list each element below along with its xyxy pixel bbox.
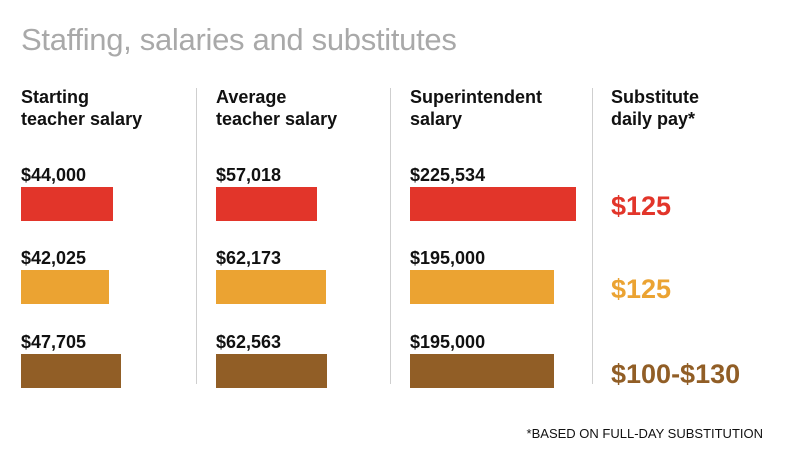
average-salary-bar <box>216 354 327 388</box>
superintendent-salary-value-label: $195,000 <box>410 332 486 352</box>
substitute-pay-header: Substitute daily pay* <box>611 87 699 129</box>
footnote: *BASED ON FULL-DAY SUBSTITUTION <box>526 426 763 441</box>
chart-title: Staffing, salaries and substitutes <box>21 22 457 57</box>
substitute-pay-value: $125 <box>611 191 672 221</box>
superintendent-salary-bar <box>410 354 554 388</box>
superintendent-salary-bar <box>410 187 576 221</box>
column-divider <box>196 88 197 384</box>
substitute-pay-value: $100-$130 <box>611 359 741 389</box>
average-salary-value-label: $62,173 <box>216 248 282 268</box>
starting-salary-bar <box>21 187 113 221</box>
column-divider <box>390 88 391 384</box>
average-salary-bar <box>216 270 326 304</box>
superintendent-salary-bar <box>410 270 554 304</box>
superintendent-salary-value-label: $195,000 <box>410 248 486 268</box>
starting-salary-bar <box>21 270 109 304</box>
superintendent-salary-header: Superintendent salary <box>410 87 543 129</box>
starting-salary-value-label: $44,000 <box>21 165 87 185</box>
average-salary-header: Average teacher salary <box>216 87 338 129</box>
superintendent-salary-value-label: $225,534 <box>410 165 486 185</box>
average-salary-value-label: $57,018 <box>216 165 282 185</box>
average-salary-bar <box>216 187 317 221</box>
average-salary-value-label: $62,563 <box>216 332 282 352</box>
starting-salary-header: Starting teacher salary <box>21 87 143 129</box>
substitute-pay-value: $125 <box>611 274 672 304</box>
column-divider <box>592 88 593 384</box>
starting-salary-value-label: $42,025 <box>21 248 87 268</box>
starting-salary-value-label: $47,705 <box>21 332 87 352</box>
starting-salary-bar <box>21 354 121 388</box>
